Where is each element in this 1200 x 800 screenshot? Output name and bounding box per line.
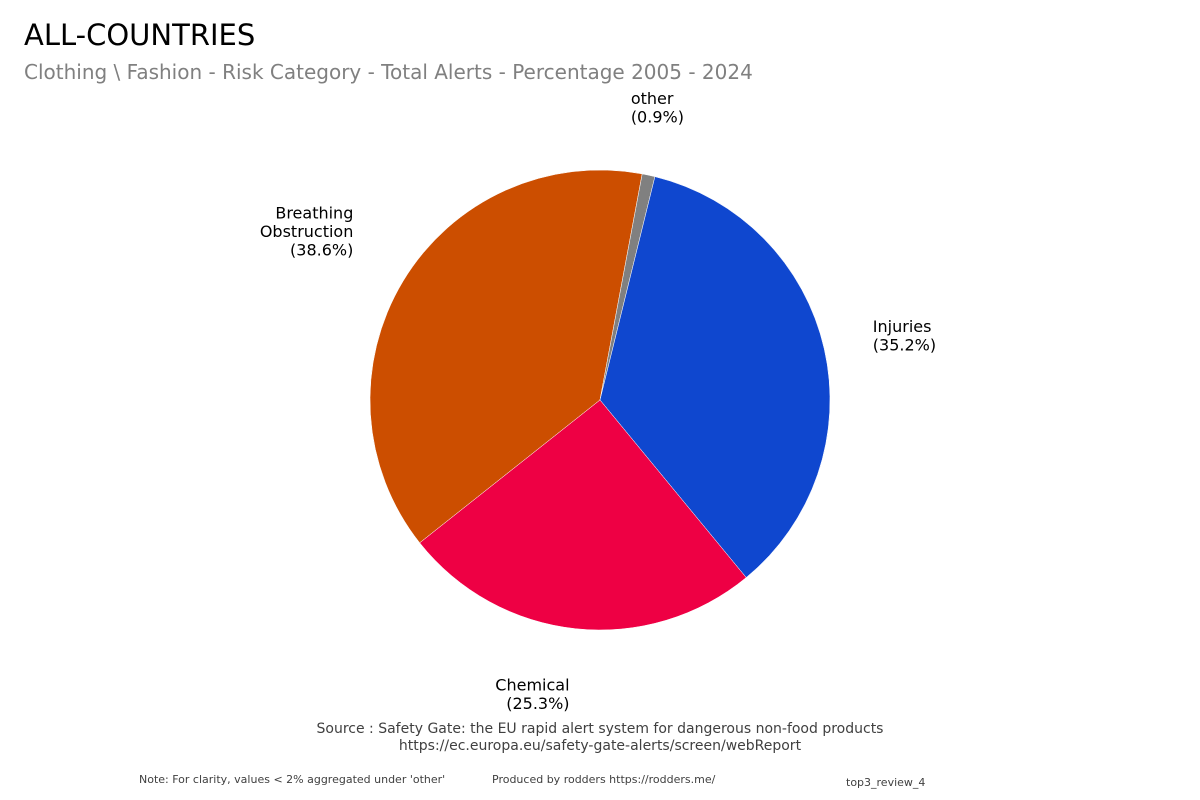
slice-label-injuries: Injuries (35.2%)	[873, 317, 936, 355]
slice-label-chemical: Chemical (25.3%)	[495, 675, 569, 713]
produced-by: Produced by rodders https://rodders.me/	[492, 773, 716, 786]
chart-title: ALL-COUNTRIES	[24, 18, 256, 52]
slice-label-other: other (0.9%)	[631, 89, 684, 127]
pie-slice-injuries	[599, 176, 831, 578]
chart-subtitle: Clothing \ Fashion - Risk Category - Tot…	[24, 60, 753, 84]
slice-label-breathing-obstruction: Breathing Obstruction (38.6%)	[260, 203, 354, 259]
source-url: https://ec.europa.eu/safety-gate-alerts/…	[398, 738, 802, 754]
pie-slice-breathing-obstruction	[369, 169, 643, 544]
chart-tag: top3_review_4	[846, 776, 926, 789]
aggregation-note: Note: For clarity, values < 2% aggregate…	[139, 773, 446, 786]
source-line: Source : Safety Gate: the EU rapid alert…	[316, 721, 884, 737]
pie-slice-chemical	[419, 399, 747, 631]
